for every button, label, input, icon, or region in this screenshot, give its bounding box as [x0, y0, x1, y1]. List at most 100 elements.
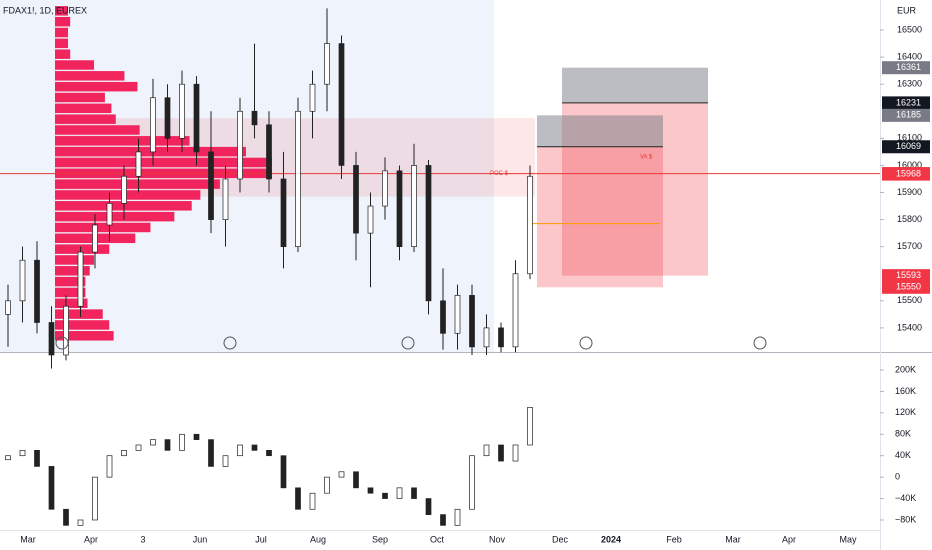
- currency: EUR: [897, 5, 917, 15]
- y-tick-label: 0: [895, 472, 900, 482]
- profile-bar: [55, 276, 86, 287]
- indicator-bar: [222, 455, 229, 467]
- va-label: VA $: [640, 155, 653, 161]
- candle-body: [179, 83, 185, 139]
- price-tag-label: 16231: [896, 97, 921, 107]
- y-tick-label: −80K: [895, 514, 916, 524]
- price-tag: [882, 108, 930, 122]
- indicator-bar: [48, 466, 55, 510]
- candle-body: [396, 170, 403, 248]
- price-tag-label: 16069: [896, 141, 921, 151]
- indicator-bar: [150, 439, 156, 446]
- position-stop: [537, 146, 663, 288]
- price-tag-label: 15968: [896, 168, 921, 178]
- profile-bar: [55, 320, 110, 330]
- indicator-bar: [382, 492, 388, 499]
- candle-body: [19, 259, 26, 302]
- profile-bar: [55, 92, 105, 103]
- profile-bar: [55, 16, 71, 27]
- profile-bar: [55, 190, 201, 200]
- indicator-bar: [34, 449, 40, 467]
- indicator-bar: [527, 407, 533, 446]
- candle-body: [280, 178, 287, 248]
- candle-body: [63, 305, 69, 356]
- indicator-bar: [353, 471, 359, 489]
- price-tag: [882, 280, 930, 294]
- indicator-bar: [411, 487, 417, 499]
- candle-body: [48, 322, 55, 356]
- indicator-bar: [164, 439, 171, 451]
- candle-body: [454, 295, 461, 334]
- indicator-bar: [77, 519, 84, 526]
- indicator-bar: [454, 508, 461, 526]
- indicator-bar: [266, 449, 272, 457]
- x-tick-label: Jun: [193, 534, 208, 544]
- candle-body: [483, 327, 490, 348]
- candle-body: [498, 327, 504, 348]
- profile-bar: [55, 60, 95, 70]
- x-tick-label: 2024: [601, 534, 621, 544]
- profile-bar: [55, 331, 114, 341]
- candle-body: [295, 110, 301, 248]
- profile-bar: [55, 71, 125, 81]
- profile-bar: [55, 266, 90, 276]
- candle-body: [106, 202, 113, 226]
- y-tick-label: 15800: [897, 214, 922, 224]
- candle-body: [164, 97, 171, 139]
- y-tick-label: 16000: [897, 160, 922, 170]
- indicator-bar: [324, 476, 330, 494]
- profile-bar: [55, 222, 151, 233]
- indicator-bar: [106, 455, 113, 478]
- indicator-bar: [338, 471, 345, 478]
- candle-body: [324, 43, 330, 85]
- indicator-bar: [179, 433, 185, 451]
- candle-body: [237, 110, 243, 180]
- candle-body: [150, 97, 156, 153]
- price-tag: [882, 167, 930, 181]
- profile-bar: [55, 157, 272, 168]
- indicator-bar: [208, 439, 214, 467]
- y-tick-label: 15900: [897, 187, 922, 197]
- profile-bar: [55, 298, 88, 309]
- indicator-bar: [135, 444, 142, 451]
- y-tick-label: 16500: [897, 24, 922, 34]
- y-tick-label: 15500: [897, 295, 922, 305]
- profile-bar: [55, 287, 86, 298]
- candle-body: [309, 83, 316, 112]
- candle-body: [411, 165, 417, 248]
- profile-bar: [55, 103, 112, 114]
- profile-bar: [55, 38, 69, 49]
- candle-body: [34, 259, 40, 323]
- indicator-bar: [512, 444, 519, 462]
- price-tag-label: 16361: [896, 62, 921, 72]
- candle-body: [222, 178, 229, 220]
- candle-body: [440, 300, 446, 334]
- symbol-title: FDAX1!, 1D, EUREX: [3, 5, 87, 15]
- y-tick-label: 16300: [897, 79, 922, 89]
- indicator-bar: [63, 508, 69, 526]
- x-tick-label: Oct: [430, 534, 445, 544]
- candle-body: [92, 224, 98, 253]
- y-tick-label: 16100: [897, 133, 922, 143]
- profile-bar: [55, 114, 116, 124]
- candle-body: [338, 43, 345, 166]
- poc-label: POC $: [490, 171, 509, 177]
- price-tag-label: 16185: [896, 110, 921, 120]
- indicator-bar: [92, 476, 98, 521]
- candle-body: [77, 251, 84, 307]
- position-target: [537, 115, 663, 147]
- indicator-bar: [498, 444, 504, 462]
- price-tag-label: 15550: [896, 282, 921, 292]
- profile-bar: [55, 27, 69, 38]
- profile-bar: [55, 81, 138, 92]
- x-tick-label: 3: [140, 534, 145, 544]
- candle-body: [135, 151, 142, 177]
- x-tick-label: Apr: [84, 534, 98, 544]
- y-tick-label: 120K: [895, 407, 916, 417]
- x-tick-label: Jul: [255, 534, 267, 544]
- price-tag-label: 15593: [896, 270, 921, 280]
- profile-bar: [55, 211, 175, 222]
- y-tick-label: 16400: [897, 52, 922, 62]
- candle-body: [266, 124, 272, 180]
